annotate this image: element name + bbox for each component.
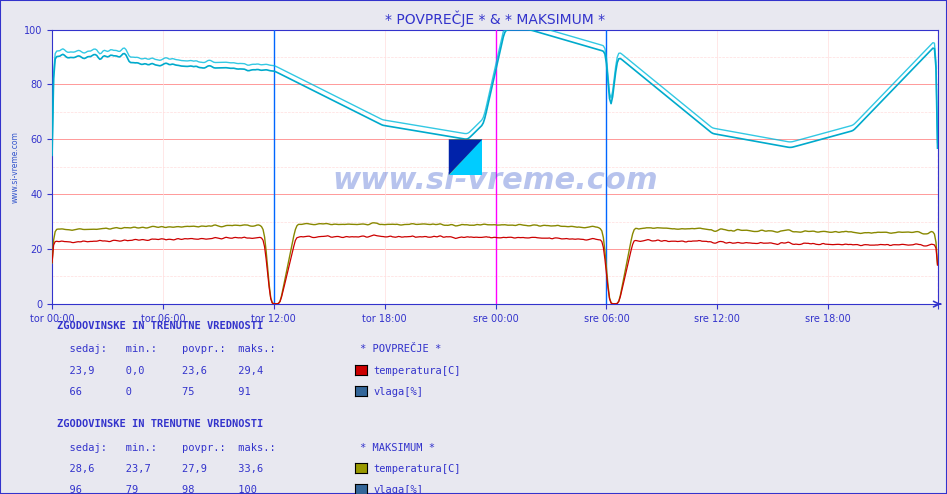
Text: vlaga[%]: vlaga[%] [373, 387, 423, 397]
Polygon shape [449, 139, 482, 175]
Text: * MAKSIMUM *: * MAKSIMUM * [360, 443, 435, 453]
Text: 23,9     0,0      23,6     29,4: 23,9 0,0 23,6 29,4 [57, 366, 295, 376]
Title: * POVPREČJE * & * MAKSIMUM *: * POVPREČJE * & * MAKSIMUM * [384, 10, 605, 27]
Text: sedaj:   min.:    povpr.:  maks.:: sedaj: min.: povpr.: maks.: [57, 344, 295, 354]
Text: 96       79       98       100: 96 79 98 100 [57, 485, 295, 494]
Text: sedaj:   min.:    povpr.:  maks.:: sedaj: min.: povpr.: maks.: [57, 443, 295, 453]
Polygon shape [449, 139, 482, 175]
Text: www.si-vreme.com: www.si-vreme.com [10, 131, 19, 203]
Text: temperatura[C]: temperatura[C] [373, 366, 460, 376]
Text: * POVPREČJE *: * POVPREČJE * [360, 344, 441, 354]
Text: 66       0        75       91: 66 0 75 91 [57, 387, 295, 397]
Text: temperatura[C]: temperatura[C] [373, 464, 460, 474]
Text: ZGODOVINSKE IN TRENUTNE VREDNOSTI: ZGODOVINSKE IN TRENUTNE VREDNOSTI [57, 321, 263, 330]
Text: ZGODOVINSKE IN TRENUTNE VREDNOSTI: ZGODOVINSKE IN TRENUTNE VREDNOSTI [57, 419, 263, 429]
Text: 28,6     23,7     27,9     33,6: 28,6 23,7 27,9 33,6 [57, 464, 295, 474]
Bar [449, 139, 482, 175]
Text: www.si-vreme.com: www.si-vreme.com [332, 166, 657, 195]
Text: vlaga[%]: vlaga[%] [373, 485, 423, 494]
